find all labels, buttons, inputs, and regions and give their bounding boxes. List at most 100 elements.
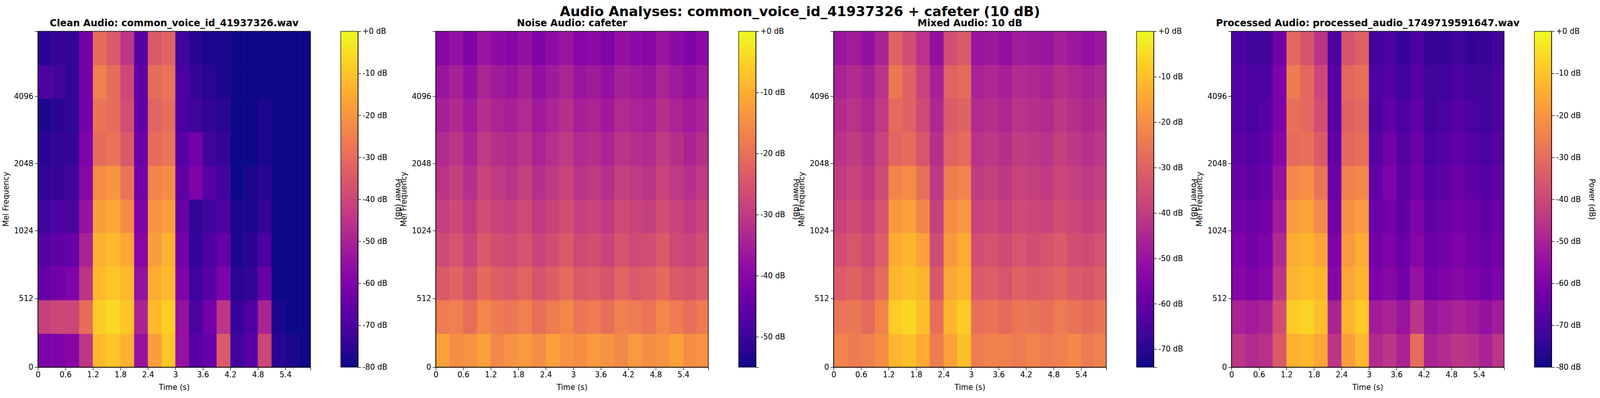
cell — [888, 232, 903, 267]
cell — [518, 232, 533, 267]
cell — [930, 199, 945, 234]
cell — [532, 98, 547, 133]
tick-mark — [357, 367, 361, 368]
cell — [1039, 199, 1054, 234]
tick-mark — [1228, 367, 1232, 368]
cell — [1451, 199, 1466, 234]
cell — [175, 333, 190, 368]
cell — [943, 199, 958, 234]
cell — [285, 165, 300, 200]
cell — [462, 165, 478, 200]
tick: 1.2 — [86, 367, 99, 380]
cell — [490, 266, 505, 301]
cell — [1355, 333, 1370, 368]
cell — [134, 31, 149, 66]
cell — [1286, 199, 1301, 234]
tick-mark — [357, 199, 361, 200]
cell — [1465, 132, 1480, 167]
tick: 512 — [814, 293, 834, 303]
tick: 5.4 — [677, 367, 690, 380]
cell — [37, 333, 53, 368]
tick: 1024 — [411, 226, 436, 236]
cell — [586, 266, 601, 301]
tick-mark — [357, 157, 361, 158]
tick: 1024 — [809, 226, 834, 236]
tick-mark — [1228, 163, 1232, 164]
tick: 4096 — [1207, 91, 1232, 101]
cell — [243, 132, 258, 167]
cell — [655, 333, 670, 368]
cell — [532, 266, 547, 301]
cell — [147, 132, 163, 167]
y-axis: 0512102420484096 — [1207, 31, 1232, 373]
cell — [915, 31, 931, 66]
cell — [1039, 31, 1054, 66]
tick: 3.6 — [992, 367, 1005, 380]
cell — [51, 266, 66, 301]
tick: 2048 — [1207, 159, 1232, 169]
cell — [188, 31, 203, 66]
cell — [1355, 64, 1370, 99]
tick-label: 0 — [28, 362, 34, 372]
cell — [285, 199, 300, 234]
tick-label: 2048 — [14, 159, 34, 169]
cell — [449, 266, 464, 301]
cell — [37, 165, 53, 200]
cell — [188, 333, 203, 368]
cell — [65, 31, 80, 66]
cell — [998, 232, 1013, 267]
cell — [188, 232, 203, 267]
cell — [1258, 64, 1273, 99]
cell — [1080, 266, 1096, 301]
colorbar-title: Power (dB) — [1587, 178, 1597, 221]
cell — [257, 333, 273, 368]
cell — [490, 98, 505, 133]
cell — [271, 132, 286, 167]
cell — [614, 165, 629, 200]
tick: 1.2 — [1280, 367, 1293, 380]
cell — [1012, 132, 1027, 167]
tick-label: +0 dB — [1556, 26, 1580, 36]
cell — [504, 132, 519, 167]
cell — [462, 232, 478, 267]
cell — [532, 333, 547, 368]
cell — [79, 333, 94, 368]
cell — [930, 64, 945, 99]
cell — [888, 98, 903, 133]
cell — [161, 165, 176, 200]
cell — [930, 165, 945, 200]
tick-mark — [1153, 76, 1157, 78]
cell — [1025, 132, 1041, 167]
x-axis-title: Time (s) — [954, 382, 986, 392]
panel-title: Noise Audio: cafeter — [517, 17, 628, 29]
cell — [970, 266, 986, 301]
cell — [504, 266, 519, 301]
cell — [1231, 132, 1246, 167]
cell — [65, 333, 80, 368]
cell — [285, 266, 300, 301]
tick: 0 — [35, 367, 41, 380]
cell — [134, 132, 149, 167]
cell — [1231, 31, 1246, 66]
cell — [518, 64, 533, 99]
cell — [833, 64, 848, 99]
cell — [1382, 98, 1397, 133]
tick: +0 dB — [1153, 26, 1182, 36]
cell — [161, 232, 176, 267]
cell — [518, 333, 533, 368]
cell — [106, 199, 121, 234]
cell — [1423, 199, 1438, 234]
tick-label: 1.2 — [882, 370, 895, 380]
cell — [285, 98, 300, 133]
tick-label: 2048 — [411, 159, 432, 169]
tick-mark — [1551, 73, 1555, 74]
cell — [573, 333, 588, 368]
cell — [1245, 299, 1260, 334]
cell — [1012, 31, 1027, 66]
tick-mark — [755, 92, 759, 93]
cell — [669, 299, 684, 334]
tick: -70 dB — [1153, 344, 1183, 354]
cell — [106, 333, 121, 368]
cell — [915, 64, 931, 99]
cell — [462, 132, 478, 167]
